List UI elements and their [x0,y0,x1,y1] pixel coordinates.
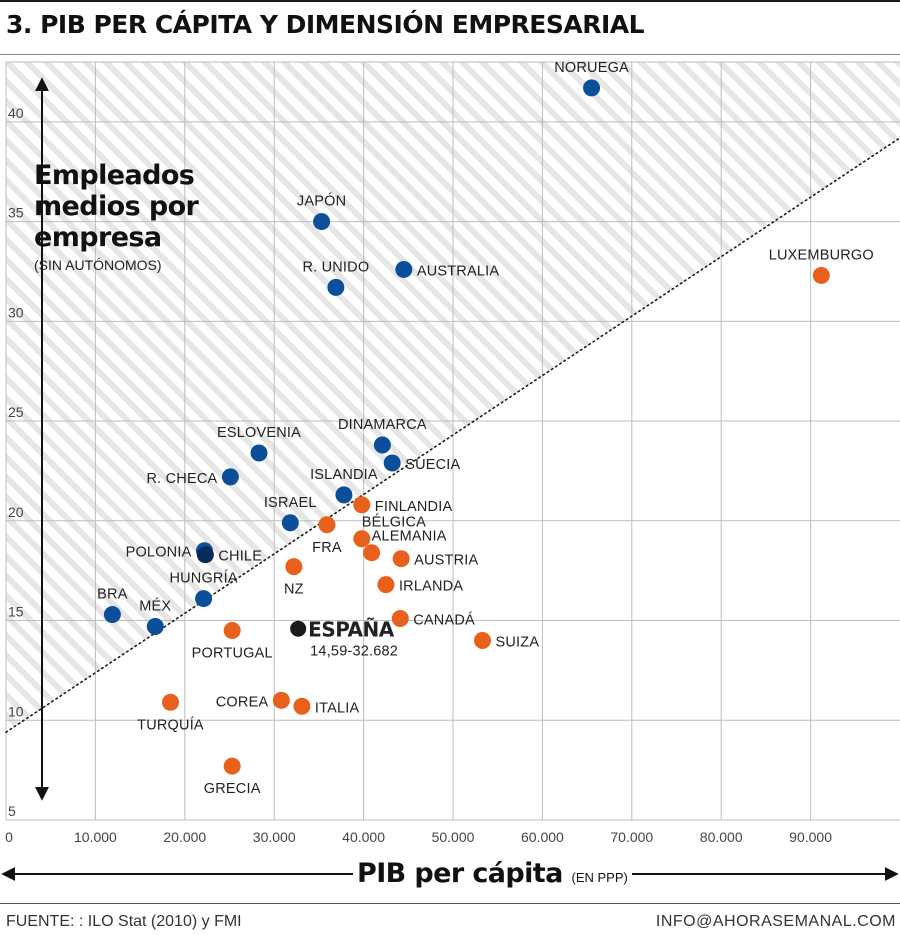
point-label: GRECIA [204,781,261,797]
x-axis-label-text: PIB per cápita [357,858,563,889]
y-axis-label-line: Empleados [34,160,195,191]
point-label: PORTUGAL [192,646,273,662]
data-point [327,278,345,296]
highlight-sublabel: 14,59-32.682 [310,644,398,660]
x-tick-label: 40.000 [342,829,385,845]
x-tick-label: 70.000 [610,829,653,845]
data-point [363,544,381,562]
data-point [583,79,601,97]
point-label: SUECIA [405,457,460,473]
point-label: DINAMARCA [338,417,427,433]
point-label: JAPÓN [297,193,346,210]
point-label: IRLANDA [399,579,463,595]
point-label: BRA [97,587,128,603]
point-label: CANADÁ [413,612,475,629]
point-label: ITALIA [315,700,360,716]
x-tick-label: 20.000 [163,829,206,845]
y-axis-label: Empleados medios por empresa [34,160,199,253]
y-tick-label: 35 [8,205,24,221]
data-point [383,454,401,472]
y-tick-label: 25 [8,404,24,420]
data-point [812,266,830,284]
chart-title: 3. PIB PER CÁPITA Y DIMENSIÓN EMPRESARIA… [6,10,645,39]
data-point [353,530,371,548]
point-label: AUSTRALIA [417,263,500,279]
point-label: NZ [284,582,304,598]
point-label: POLONIA [126,545,192,561]
data-point [474,631,492,649]
highlight-label: ESPAÑA [308,618,395,642]
y-axis-unit: (SIN AUTÓNOMOS) [34,257,162,273]
data-point [290,620,307,637]
data-point [272,691,290,709]
y-tick-label: 20 [8,504,24,520]
x-tick-label: 80.000 [700,829,743,845]
data-point [146,618,164,636]
y-axis-label-line: empresa [34,222,162,253]
data-point [250,444,268,462]
point-label: TURQUÍA [137,716,204,733]
data-point [223,622,241,639]
data-point [335,486,353,504]
x-tick-label: 60.000 [521,829,564,845]
x-tick-label: 30.000 [253,829,296,845]
data-point [221,468,239,486]
data-point [223,757,241,775]
point-label: ESLOVENIA [217,425,301,441]
y-axis-label-line: medios por [34,191,199,222]
data-point [195,590,213,608]
y-tick-label: 10 [8,703,24,719]
y-tick-label: 15 [8,604,24,620]
data-point [293,697,311,715]
point-label: NORUEGA [554,60,629,76]
x-tick-label: 90.000 [789,829,832,845]
point-label: FINLANDIA [375,499,453,515]
point-label: AUSTRIA [414,553,478,569]
data-point [285,558,303,576]
point-label: ALEMANIA [372,529,447,545]
point-label: FRA [312,540,342,556]
y-tick-label: 40 [8,105,24,121]
point-label: ISLANDIA [310,467,378,483]
x-axis-unit: (EN PPP) [571,870,628,885]
point-label: COREA [216,694,269,710]
data-point [318,516,336,534]
source-note: FUENTE: : ILO Stat (2010) y FMI [6,913,242,930]
data-point [377,576,395,594]
data-point [103,606,121,624]
data-point [373,436,391,454]
footer-rule [0,903,900,904]
x-tick-label: 10.000 [74,829,117,845]
x-axis-label: PIB per cápita (EN PPP) [353,858,632,889]
point-label: R. CHECA [147,471,218,487]
data-point [196,546,214,564]
point-label: HUNGRÍA [169,570,237,587]
data-point [313,213,331,231]
y-tick-label: 30 [8,304,24,320]
data-point [391,610,409,628]
data-point [281,514,299,532]
x-tick-label: 50.000 [432,829,475,845]
top-rule [0,0,900,2]
data-point [353,496,371,514]
point-label: MÉX [139,598,171,615]
point-label: ISRAEL [264,495,317,511]
y-tick-label: 5 [8,803,16,819]
point-label: BÉLGICA [362,514,426,531]
data-point [161,693,179,711]
contact-email: INFO@AHORASEMANAL.COM [655,913,896,930]
title-rule [0,54,900,55]
data-point [395,260,413,278]
point-label: SUIZA [496,634,540,650]
point-label: LUXEMBURGO [769,247,874,263]
data-point [392,550,410,568]
x-tick-label: 0 [5,829,13,845]
point-label: R. UNIDO [302,259,369,275]
trendline [5,137,900,734]
point-label: CHILE [218,549,262,565]
x-axis-label-area: PIB per cápita (EN PPP) [0,858,900,892]
